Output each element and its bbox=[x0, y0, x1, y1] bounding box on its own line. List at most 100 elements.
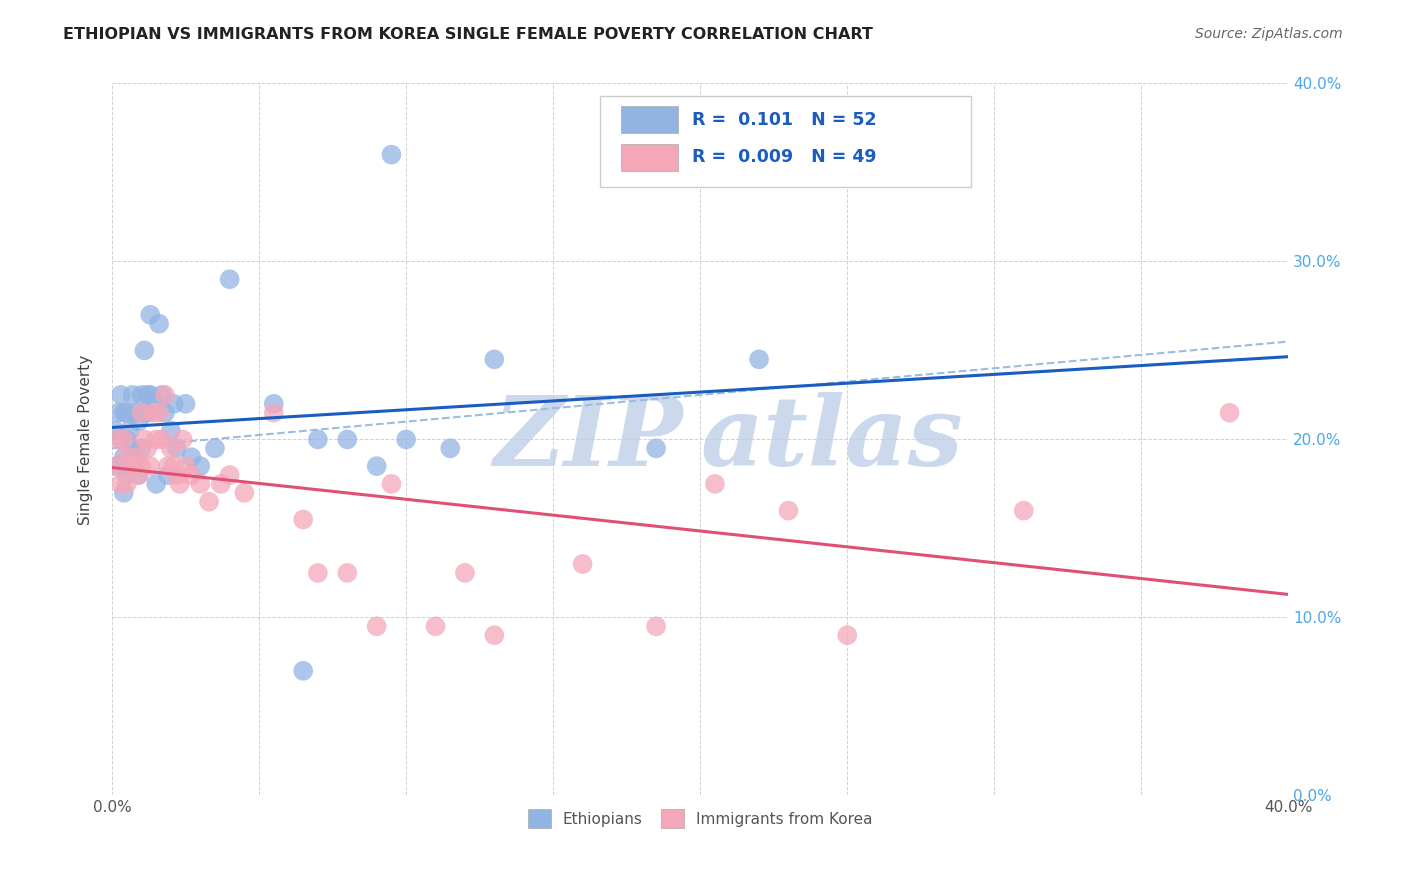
Point bbox=[263, 406, 285, 420]
Point bbox=[571, 557, 593, 571]
Point bbox=[307, 433, 329, 447]
Point bbox=[148, 406, 170, 420]
Point bbox=[115, 477, 138, 491]
Point bbox=[366, 459, 388, 474]
Point bbox=[107, 406, 129, 420]
Point bbox=[645, 619, 668, 633]
Point bbox=[136, 406, 159, 420]
Point bbox=[112, 485, 135, 500]
Point bbox=[115, 406, 138, 420]
Point bbox=[139, 459, 162, 474]
Point bbox=[112, 450, 135, 465]
Point bbox=[150, 433, 173, 447]
Point bbox=[218, 272, 240, 286]
Text: R =  0.009   N = 49: R = 0.009 N = 49 bbox=[692, 148, 876, 167]
Point bbox=[115, 450, 138, 465]
Point bbox=[110, 477, 132, 491]
Point bbox=[336, 433, 359, 447]
Point bbox=[169, 477, 191, 491]
Point bbox=[1012, 503, 1035, 517]
Point bbox=[484, 628, 506, 642]
Point bbox=[115, 468, 138, 483]
FancyBboxPatch shape bbox=[621, 106, 678, 133]
Point bbox=[153, 388, 176, 402]
Point bbox=[124, 450, 146, 465]
Point bbox=[163, 459, 186, 474]
Point bbox=[150, 388, 173, 402]
Point bbox=[166, 442, 188, 456]
Point bbox=[380, 147, 402, 161]
Point bbox=[645, 442, 668, 456]
Point bbox=[292, 512, 315, 526]
Point bbox=[121, 442, 143, 456]
Point bbox=[121, 459, 143, 474]
Point bbox=[127, 468, 149, 483]
Point bbox=[118, 459, 141, 474]
Point bbox=[748, 352, 770, 367]
Point bbox=[163, 397, 186, 411]
Point bbox=[233, 485, 256, 500]
Point bbox=[139, 388, 162, 402]
Point bbox=[395, 433, 418, 447]
Point bbox=[180, 468, 202, 483]
FancyBboxPatch shape bbox=[600, 95, 970, 186]
Point bbox=[127, 468, 149, 483]
Point bbox=[263, 397, 285, 411]
Point bbox=[131, 388, 153, 402]
Point bbox=[124, 406, 146, 420]
Point bbox=[110, 433, 132, 447]
Point bbox=[454, 566, 477, 580]
Point bbox=[160, 442, 183, 456]
Point bbox=[1219, 406, 1241, 420]
Point bbox=[180, 450, 202, 465]
Text: ZIP: ZIP bbox=[494, 392, 682, 486]
Point bbox=[160, 424, 183, 438]
Point bbox=[115, 433, 138, 447]
Point bbox=[380, 477, 402, 491]
Point bbox=[336, 566, 359, 580]
Point bbox=[131, 406, 153, 420]
Point bbox=[131, 459, 153, 474]
Point bbox=[127, 415, 149, 429]
Point bbox=[118, 424, 141, 438]
Point bbox=[156, 459, 179, 474]
Point bbox=[121, 388, 143, 402]
Point bbox=[142, 397, 165, 411]
Text: ETHIOPIAN VS IMMIGRANTS FROM KOREA SINGLE FEMALE POVERTY CORRELATION CHART: ETHIOPIAN VS IMMIGRANTS FROM KOREA SINGL… bbox=[63, 27, 873, 42]
Point bbox=[136, 388, 159, 402]
Text: R =  0.101   N = 52: R = 0.101 N = 52 bbox=[692, 111, 876, 128]
Point bbox=[174, 397, 197, 411]
Point bbox=[484, 352, 506, 367]
Point bbox=[198, 494, 221, 508]
Point bbox=[107, 433, 129, 447]
Point bbox=[136, 442, 159, 456]
Point bbox=[425, 619, 447, 633]
Y-axis label: Single Female Poverty: Single Female Poverty bbox=[79, 354, 93, 524]
Point bbox=[142, 406, 165, 420]
Point bbox=[148, 317, 170, 331]
Point bbox=[307, 566, 329, 580]
Point bbox=[107, 459, 129, 474]
Point bbox=[188, 459, 211, 474]
Point bbox=[110, 388, 132, 402]
Point bbox=[218, 468, 240, 483]
Point bbox=[153, 406, 176, 420]
Point bbox=[172, 433, 194, 447]
FancyBboxPatch shape bbox=[621, 144, 678, 171]
Point bbox=[174, 459, 197, 474]
Point bbox=[209, 477, 232, 491]
Point bbox=[439, 442, 461, 456]
Point bbox=[139, 308, 162, 322]
Point bbox=[131, 442, 153, 456]
Point bbox=[124, 450, 146, 465]
Point bbox=[112, 406, 135, 420]
Point bbox=[118, 459, 141, 474]
Point bbox=[703, 477, 725, 491]
Point bbox=[292, 664, 315, 678]
Point bbox=[778, 503, 800, 517]
Point bbox=[134, 343, 156, 358]
Point bbox=[204, 442, 226, 456]
Text: atlas: atlas bbox=[700, 392, 963, 486]
Point bbox=[188, 477, 211, 491]
Text: Source: ZipAtlas.com: Source: ZipAtlas.com bbox=[1195, 27, 1343, 41]
